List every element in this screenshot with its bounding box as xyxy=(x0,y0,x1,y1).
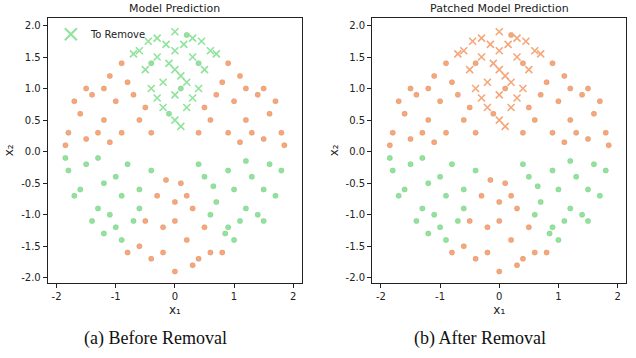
svg-text:-2: -2 xyxy=(376,291,386,302)
svg-text:2: 2 xyxy=(290,291,296,302)
svg-text:2.0: 2.0 xyxy=(25,20,41,31)
svg-text:-1.5: -1.5 xyxy=(346,241,366,252)
svg-text:2: 2 xyxy=(614,291,620,302)
svg-text:0: 0 xyxy=(496,291,502,302)
svg-text:x₁: x₁ xyxy=(169,303,181,317)
svg-text:-0.5: -0.5 xyxy=(21,178,41,189)
svg-text:Model Prediction: Model Prediction xyxy=(129,2,220,15)
svg-text:x₁: x₁ xyxy=(493,303,505,317)
svg-text:-2: -2 xyxy=(52,291,62,302)
svg-text:To Remove: To Remove xyxy=(90,29,145,40)
svg-text:-1: -1 xyxy=(111,291,121,302)
svg-text:-1: -1 xyxy=(435,291,445,302)
svg-text:0.5: 0.5 xyxy=(349,115,365,126)
svg-text:-1.5: -1.5 xyxy=(21,241,41,252)
svg-text:-0.5: -0.5 xyxy=(346,178,366,189)
svg-text:0.5: 0.5 xyxy=(25,115,41,126)
svg-text:-1.0: -1.0 xyxy=(21,209,41,220)
svg-text:1.5: 1.5 xyxy=(25,52,41,63)
svg-text:1: 1 xyxy=(231,291,237,302)
svg-text:x₂: x₂ xyxy=(327,144,341,156)
svg-text:-2.0: -2.0 xyxy=(21,272,41,283)
svg-text:-2.0: -2.0 xyxy=(346,272,366,283)
svg-text:-1.0: -1.0 xyxy=(346,209,366,220)
svg-text:Patched Model Prediction: Patched Model Prediction xyxy=(430,2,569,15)
svg-text:0.0: 0.0 xyxy=(349,146,365,157)
svg-text:1.0: 1.0 xyxy=(349,83,365,94)
svg-text:1.5: 1.5 xyxy=(349,52,365,63)
svg-text:1: 1 xyxy=(555,291,561,302)
svg-text:(b) After Removal: (b) After Removal xyxy=(414,328,546,349)
svg-text:1.0: 1.0 xyxy=(25,83,41,94)
svg-text:(a) Before Removal: (a) Before Removal xyxy=(84,328,227,349)
svg-text:0: 0 xyxy=(172,291,178,302)
svg-text:x₂: x₂ xyxy=(2,144,16,156)
svg-text:0.0: 0.0 xyxy=(25,146,41,157)
svg-text:2.0: 2.0 xyxy=(349,20,365,31)
